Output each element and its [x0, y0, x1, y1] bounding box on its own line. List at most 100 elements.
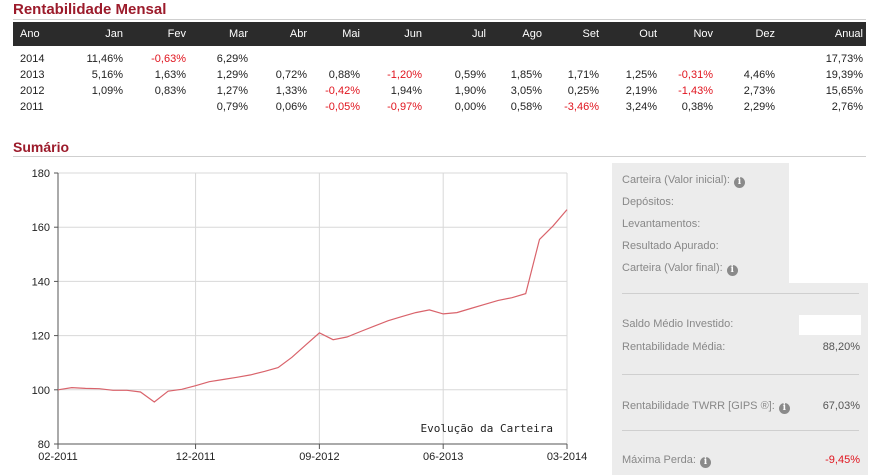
summary-label: Saldo Médio Investido: [622, 318, 733, 330]
table-row: 2012 1,09% 0,83% 1,27% 1,33% -0,42% 1,94% 1,90%… [13, 83, 866, 99]
year-cell: 2012 [20, 85, 45, 97]
title-divider [13, 19, 866, 20]
x-tick-label: 03-2014 [547, 451, 587, 463]
column-header: Mar [229, 28, 248, 40]
portfolio-evolution-chart: 80 100 120 140 160 180 02-2011 12-2011 09-2012 06… [32, 168, 588, 463]
info-icon[interactable]: i [734, 177, 745, 188]
summary-label-text: Resultado Apurado: [622, 240, 719, 252]
return-cell: 3,24% [625, 101, 657, 113]
info-icon[interactable]: i [699, 457, 711, 468]
column-header: Out [639, 28, 657, 40]
return-cell: -1,43% [678, 85, 713, 97]
column-header: Anual [834, 28, 863, 40]
x-tick-label: 06-2013 [423, 451, 463, 463]
return-cell: 2,29% [743, 101, 775, 113]
y-tick-label: 140 [32, 276, 50, 288]
return-cell: 0,25% [567, 85, 599, 97]
return-cell: 1,09% [91, 85, 123, 97]
return-cell: 0,38% [681, 101, 713, 113]
y-tick-label: 120 [32, 331, 50, 343]
column-header: Fev [167, 28, 186, 40]
summary-divider [622, 293, 859, 294]
return-cell: -0,63% [151, 53, 186, 65]
summary-title: Sumário [13, 139, 70, 155]
summary-label-text: Carteira (Valor inicial): [622, 174, 730, 186]
year-cell: 2011 [20, 101, 44, 113]
column-header: Set [582, 28, 599, 40]
column-header: Mai [342, 28, 360, 40]
return-cell: 0,83% [154, 85, 186, 97]
return-cell: 0,72% [275, 69, 307, 81]
return-cell: 5,16% [91, 69, 123, 81]
return-cell: 0,06% [275, 101, 307, 113]
chart-title: Evolução da Carteira [421, 422, 553, 435]
column-header: Dez [755, 28, 775, 40]
y-tick-label: 160 [32, 222, 50, 234]
return-cell: 0,00% [454, 101, 486, 113]
return-cell: 0,58% [510, 101, 542, 113]
return-cell: -0,97% [387, 101, 422, 113]
return-cell: -3,46% [564, 101, 599, 113]
return-cell: 1,29% [216, 69, 248, 81]
y-tick-label: 180 [32, 168, 50, 180]
summary-label-text: Rentabilidade Média: [622, 341, 726, 353]
column-header: Jul [471, 28, 486, 40]
return-cell: -0,05% [325, 101, 360, 113]
info-icon[interactable]: i [778, 403, 790, 414]
year-cell: 2014 [20, 53, 45, 65]
return-cell: 0,88% [328, 69, 360, 81]
x-tick-label: 02-2011 [38, 451, 78, 463]
return-cell: 11,46% [86, 53, 124, 65]
summary-label: Rentabilidade TWRR [GIPS ®]: i [622, 400, 790, 414]
column-header: Ago [522, 28, 542, 40]
summary-label-text: Saldo Médio Investido: [622, 318, 734, 330]
summary-value: 67,03% [822, 400, 860, 412]
table-body: 2014 11,46% -0,63% 6,29% 17,73% 2013 5,16% 1,63… [13, 51, 866, 115]
return-cell: 1,90% [454, 85, 486, 97]
summary-value: -9,45% [825, 454, 860, 466]
summary-label: Carteira (Valor inicial): i [622, 174, 745, 188]
summary-label: Depósitos: [622, 196, 674, 208]
x-tick-label: 12-2011 [176, 451, 216, 463]
table-header-row: Ano Jan Fev Mar Abr Mai Jun Jul Ago Set Out Nov Dez A… [13, 22, 866, 46]
return-cell: 4,46% [743, 69, 775, 81]
summary-label-text: Carteira (Valor final): [622, 262, 723, 274]
y-tick-label: 80 [38, 439, 50, 451]
return-cell: 1,85% [510, 69, 542, 81]
summary-label-text: Máxima Perda: [622, 454, 696, 466]
y-tick-label: 100 [32, 385, 50, 397]
monthly-returns-title: Rentabilidade Mensal [13, 1, 167, 18]
return-cell: 19,39% [825, 69, 863, 81]
title-divider [13, 156, 866, 157]
return-cell: 3,05% [510, 85, 542, 97]
return-cell: 1,25% [625, 69, 657, 81]
table-row: 2011 0,79% 0,06% -0,05% -0,97% 0,00% 0,58% -3,4… [13, 99, 866, 115]
summary-divider [622, 374, 859, 375]
return-cell: 15,65% [825, 85, 863, 97]
summary-divider [622, 430, 859, 431]
return-cell: 2,76% [831, 101, 863, 113]
table-row: 2014 11,46% -0,63% 6,29% 17,73% [13, 51, 866, 67]
summary-label-text: Rentabilidade TWRR [GIPS ®]: [622, 400, 775, 412]
table-row: 2013 5,16% 1,63% 1,29% 0,72% 0,88% -1,20% 0,59%… [13, 67, 866, 83]
return-cell: 1,71% [567, 69, 599, 81]
summary-label-text: Levantamentos: [622, 218, 701, 230]
return-cell: 1,63% [154, 69, 186, 81]
return-cell: 2,19% [625, 85, 657, 97]
return-cell: 1,33% [275, 85, 307, 97]
column-header: Nov [693, 28, 713, 40]
column-header: Ano [20, 28, 40, 40]
summary-label: Rentabilidade Média: [622, 341, 725, 353]
return-cell: -0,31% [678, 69, 713, 81]
return-cell: 2,73% [743, 85, 775, 97]
return-cell: -0,42% [325, 85, 360, 97]
info-icon[interactable]: i [726, 265, 738, 276]
summary-label-text: Depósitos: [622, 196, 674, 208]
summary-value: 88,20% [822, 341, 860, 353]
return-cell: 17,73% [825, 53, 863, 65]
column-header: Jan [105, 28, 123, 40]
return-cell: 1,94% [390, 85, 422, 97]
summary-label: Levantamentos: [622, 218, 700, 230]
return-cell: 0,59% [454, 69, 486, 81]
summary-label: Resultado Apurado: [622, 240, 719, 252]
